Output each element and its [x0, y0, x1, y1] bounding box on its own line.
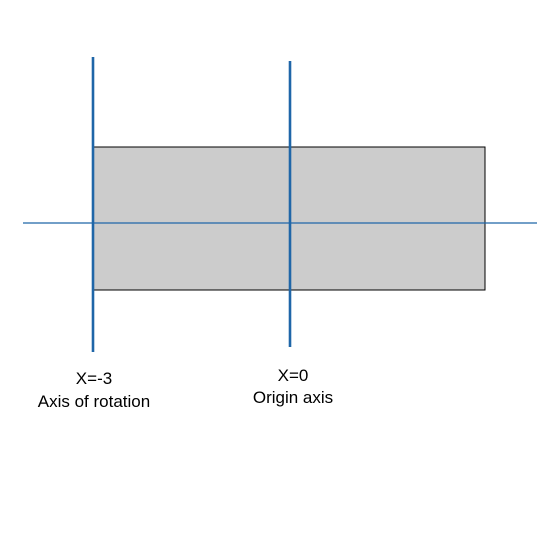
origin-axis-caption: Origin axis	[253, 388, 333, 407]
rotation-axis-value-label: X=-3	[76, 369, 112, 388]
origin-axis-value-label: X=0	[278, 366, 309, 385]
rotation-axis-caption: Axis of rotation	[38, 392, 150, 411]
